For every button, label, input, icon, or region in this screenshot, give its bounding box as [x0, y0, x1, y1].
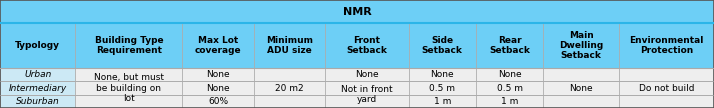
Text: Building Type
Requirement: Building Type Requirement [94, 36, 164, 55]
Text: Rear
Setback: Rear Setback [489, 36, 531, 55]
Text: Urban: Urban [24, 70, 51, 79]
Text: Suburban: Suburban [16, 97, 59, 106]
Text: 0.5 m: 0.5 m [429, 83, 456, 93]
FancyBboxPatch shape [0, 68, 76, 81]
FancyBboxPatch shape [543, 23, 619, 68]
Text: None: None [206, 83, 230, 93]
FancyBboxPatch shape [254, 95, 326, 108]
FancyBboxPatch shape [619, 68, 714, 81]
FancyBboxPatch shape [0, 95, 76, 108]
FancyBboxPatch shape [476, 68, 543, 81]
FancyBboxPatch shape [183, 95, 254, 108]
FancyBboxPatch shape [326, 95, 408, 108]
FancyBboxPatch shape [254, 23, 326, 68]
FancyBboxPatch shape [326, 23, 408, 68]
Text: None: None [498, 70, 521, 79]
Text: 60%: 60% [208, 97, 228, 106]
Text: 20 m2: 20 m2 [276, 83, 304, 93]
Text: Typology: Typology [15, 41, 60, 50]
FancyBboxPatch shape [476, 81, 543, 95]
FancyBboxPatch shape [619, 23, 714, 68]
FancyBboxPatch shape [408, 23, 476, 68]
FancyBboxPatch shape [76, 95, 183, 108]
FancyBboxPatch shape [408, 68, 476, 81]
FancyBboxPatch shape [619, 95, 714, 108]
Text: None: None [431, 70, 454, 79]
Text: Not in front
yard: Not in front yard [341, 85, 393, 104]
FancyBboxPatch shape [408, 95, 476, 108]
Text: None, but must
be building on
lot: None, but must be building on lot [94, 73, 164, 103]
FancyBboxPatch shape [0, 23, 76, 68]
FancyBboxPatch shape [543, 68, 619, 81]
FancyBboxPatch shape [326, 81, 408, 95]
FancyBboxPatch shape [0, 81, 76, 95]
FancyBboxPatch shape [0, 0, 714, 23]
Text: Main
Dwelling
Setback: Main Dwelling Setback [559, 31, 603, 60]
FancyBboxPatch shape [183, 23, 254, 68]
Text: NMR: NMR [343, 7, 371, 17]
Text: Max Lot
coverage: Max Lot coverage [195, 36, 241, 55]
Text: Environmental
Protection: Environmental Protection [629, 36, 703, 55]
FancyBboxPatch shape [476, 95, 543, 108]
FancyBboxPatch shape [476, 23, 543, 68]
Text: 0.5 m: 0.5 m [497, 83, 523, 93]
FancyBboxPatch shape [76, 68, 183, 81]
Text: Front
Setback: Front Setback [346, 36, 388, 55]
FancyBboxPatch shape [326, 68, 408, 81]
FancyBboxPatch shape [543, 95, 619, 108]
Text: 1 m: 1 m [433, 97, 451, 106]
FancyBboxPatch shape [408, 81, 476, 95]
Text: None: None [355, 70, 378, 79]
FancyBboxPatch shape [254, 81, 326, 95]
Text: Side
Setback: Side Setback [422, 36, 463, 55]
Text: None: None [569, 83, 593, 93]
FancyBboxPatch shape [619, 81, 714, 95]
FancyBboxPatch shape [254, 68, 326, 81]
Text: Minimum
ADU size: Minimum ADU size [266, 36, 313, 55]
Text: Intermediary: Intermediary [9, 83, 67, 93]
Text: 1 m: 1 m [501, 97, 518, 106]
FancyBboxPatch shape [76, 81, 183, 95]
FancyBboxPatch shape [76, 23, 183, 68]
FancyBboxPatch shape [543, 81, 619, 95]
Text: Do not build: Do not build [638, 83, 694, 93]
FancyBboxPatch shape [183, 81, 254, 95]
FancyBboxPatch shape [183, 68, 254, 81]
Text: None: None [206, 70, 230, 79]
